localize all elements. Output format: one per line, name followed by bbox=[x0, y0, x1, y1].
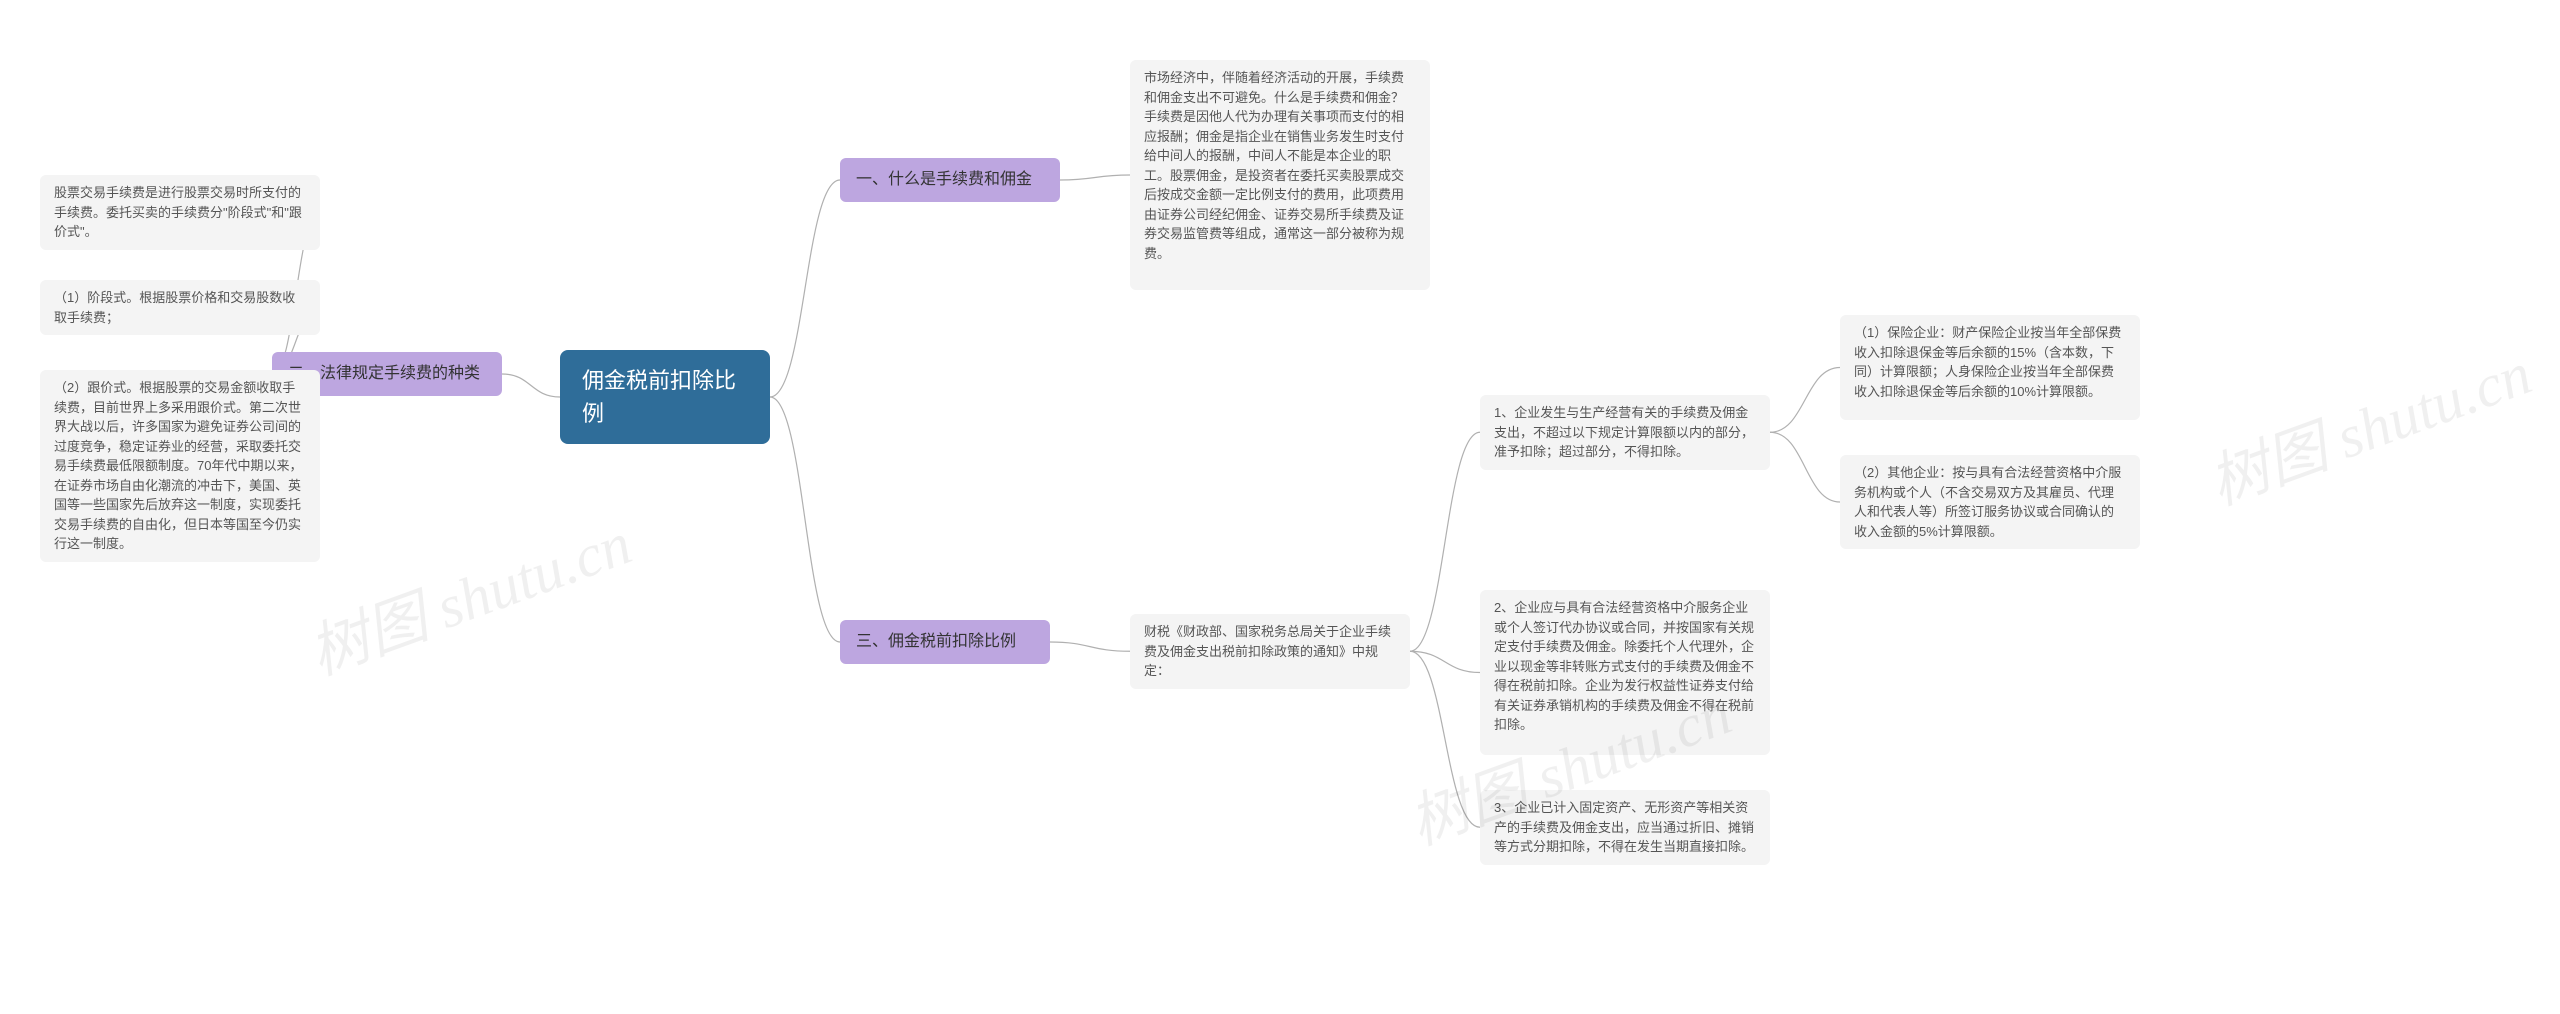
mindmap-node-b2_2[interactable]: （1）阶段式。根据股票价格和交易股数收取手续费； bbox=[40, 280, 320, 335]
connector bbox=[770, 180, 840, 397]
mindmap-node-b3_1_3[interactable]: 3、企业已计入固定资产、无形资产等相关资产的手续费及佣金支出，应当通过折旧、摊销… bbox=[1480, 790, 1770, 865]
mindmap-node-b3[interactable]: 三、佣金税前扣除比例 bbox=[840, 620, 1050, 664]
mindmap-node-b3_1_2[interactable]: 2、企业应与具有合法经营资格中介服务企业或个人签订代办协议或合同，并按国家有关规… bbox=[1480, 590, 1770, 755]
watermark: 树图 shutu.cn bbox=[295, 495, 641, 692]
mindmap-node-b1_1[interactable]: 市场经济中，伴随着经济活动的开展，手续费和佣金支出不可避免。什么是手续费和佣金？… bbox=[1130, 60, 1430, 290]
mindmap-node-root[interactable]: 佣金税前扣除比例 bbox=[560, 350, 770, 444]
mindmap-node-b1[interactable]: 一、什么是手续费和佣金 bbox=[840, 158, 1060, 202]
mindmap-node-b3_1_1_2[interactable]: （2）其他企业：按与具有合法经营资格中介服务机构或个人（不含交易双方及其雇员、代… bbox=[1840, 455, 2140, 549]
connector bbox=[770, 397, 840, 642]
mindmap-node-b2_1[interactable]: 股票交易手续费是进行股票交易时所支付的手续费。委托买卖的手续费分"阶段式"和"跟… bbox=[40, 175, 320, 250]
mindmap-node-b2_3[interactable]: （2）跟价式。根据股票的交易金额收取手续费，目前世界上多采用跟价式。第二次世界大… bbox=[40, 370, 320, 562]
connector bbox=[1410, 651, 1480, 672]
connector bbox=[502, 374, 560, 397]
connector bbox=[1410, 432, 1480, 651]
watermark: 树图 shutu.cn bbox=[2195, 325, 2541, 522]
mindmap-node-b3_1_1[interactable]: 1、企业发生与生产经营有关的手续费及佣金支出，不超过以下规定计算限额以内的部分，… bbox=[1480, 395, 1770, 470]
mindmap-node-b3_1[interactable]: 财税《财政部、国家税务总局关于企业手续费及佣金支出税前扣除政策的通知》中规定： bbox=[1130, 614, 1410, 689]
mindmap-node-b3_1_1_1[interactable]: （1）保险企业：财产保险企业按当年全部保费收入扣除退保金等后余额的15%（含本数… bbox=[1840, 315, 2140, 420]
connector bbox=[1060, 175, 1130, 180]
connector bbox=[1770, 432, 1840, 502]
connector bbox=[1050, 642, 1130, 651]
connector bbox=[1770, 368, 1840, 433]
connector bbox=[1410, 651, 1480, 827]
